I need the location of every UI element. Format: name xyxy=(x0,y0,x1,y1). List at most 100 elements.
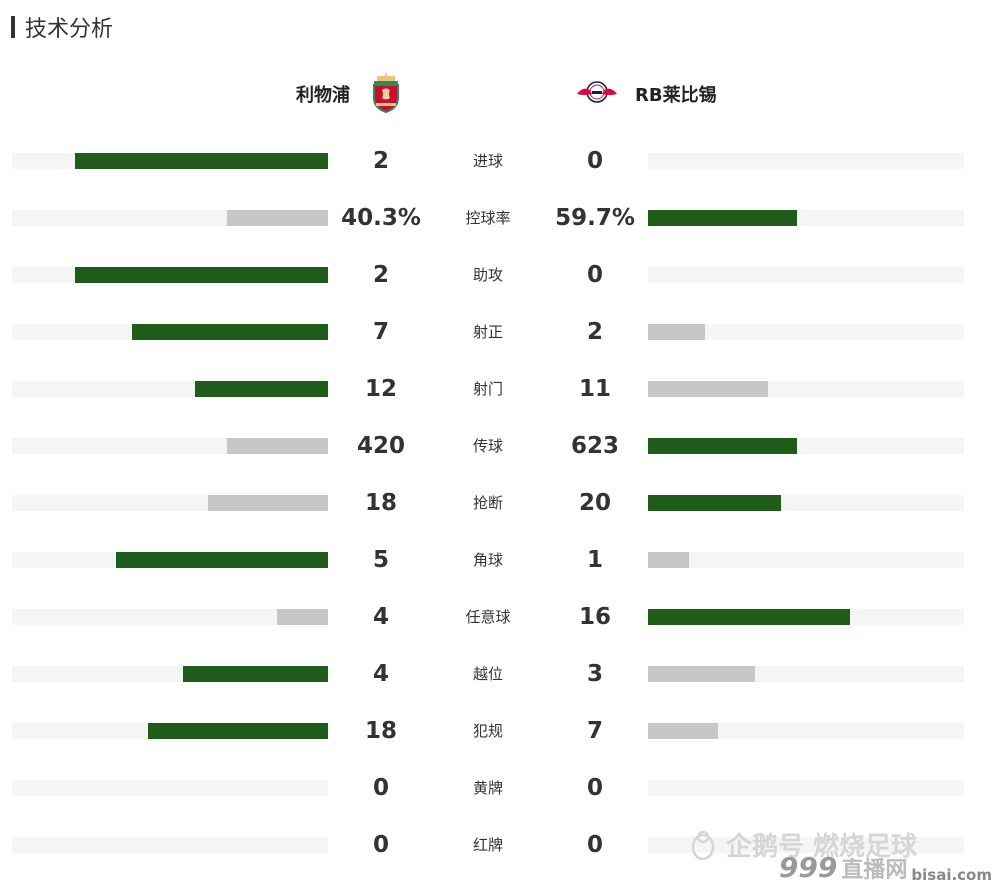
site-badge-text: 直播网 xyxy=(841,858,908,883)
away-bar-fill xyxy=(648,438,797,454)
stat-row: 0 红牌 0 xyxy=(0,830,1000,860)
away-bar-fill xyxy=(648,723,718,739)
home-bar-fill xyxy=(148,723,328,739)
away-stat-value: 0 xyxy=(586,775,603,801)
away-stat-value: 59.7% xyxy=(555,205,635,231)
away-stat-value: 7 xyxy=(586,718,603,744)
watermark-text: 企鹅号 燃烧足球 xyxy=(726,832,918,862)
away-stat-value: 0 xyxy=(586,148,603,174)
home-bar-track xyxy=(12,438,328,454)
home-bar-track xyxy=(12,324,328,340)
away-bar-track xyxy=(648,153,964,169)
home-stat-value: 2 xyxy=(372,262,389,288)
home-bar-fill xyxy=(116,552,328,568)
stat-row: 4 越位 3 xyxy=(0,659,1000,689)
home-stat-value: 420 xyxy=(356,433,405,459)
away-bar-track xyxy=(648,324,964,340)
stat-row: 40.3% 控球率 59.7% xyxy=(0,203,1000,233)
penguin-icon xyxy=(691,830,715,860)
home-bar-fill xyxy=(75,153,328,169)
home-stat-value: 7 xyxy=(372,319,389,345)
home-stat-value: 0 xyxy=(372,832,389,858)
section-title-bar xyxy=(11,16,15,38)
away-stat-value: 11 xyxy=(578,376,611,402)
home-team[interactable]: 利物浦 xyxy=(296,70,404,119)
home-bar-fill xyxy=(195,381,328,397)
stat-row: 5 角球 1 xyxy=(0,545,1000,575)
stat-label: 越位 xyxy=(472,665,503,683)
away-stat-value: 3 xyxy=(586,661,603,687)
home-stat-value: 18 xyxy=(364,718,397,744)
home-bar-track xyxy=(12,723,328,739)
away-stat-value: 20 xyxy=(578,490,611,516)
stat-label: 红牌 xyxy=(472,836,503,854)
home-team-name: 利物浦 xyxy=(296,85,350,106)
away-stat-value: 0 xyxy=(586,262,603,288)
home-stat-value: 12 xyxy=(364,376,397,402)
stat-label: 射门 xyxy=(472,380,503,398)
home-bar-fill xyxy=(132,324,328,340)
stat-row: 0 黄牌 0 xyxy=(0,773,1000,803)
stat-row: 420 传球 623 xyxy=(0,431,1000,461)
home-bar-fill xyxy=(208,495,328,511)
stat-row: 18 犯规 7 xyxy=(0,716,1000,746)
stat-row: 12 射门 11 xyxy=(0,374,1000,404)
home-bar-fill xyxy=(183,666,328,682)
away-bar-track xyxy=(648,267,964,283)
site-badge-domain: bisai.com xyxy=(911,866,992,884)
away-team[interactable]: RB莱比锡 xyxy=(575,72,717,116)
away-bar-track xyxy=(648,552,964,568)
home-bar-track xyxy=(12,210,328,226)
away-bar-fill xyxy=(648,324,705,340)
home-bar-fill xyxy=(277,609,328,625)
away-stat-value: 623 xyxy=(570,433,619,459)
stat-row: 7 射正 2 xyxy=(0,317,1000,347)
stat-row: 18 抢断 20 xyxy=(0,488,1000,518)
away-bar-fill xyxy=(648,609,850,625)
away-bar-fill xyxy=(648,210,797,226)
home-bar-track xyxy=(12,495,328,511)
away-bar-track xyxy=(648,381,964,397)
home-stat-value: 18 xyxy=(364,490,397,516)
liverpool-crest-icon xyxy=(368,70,404,119)
stat-label: 传球 xyxy=(472,437,503,455)
away-bar-fill xyxy=(648,666,755,682)
home-bar-track xyxy=(12,267,328,283)
away-bar-fill xyxy=(648,495,781,511)
section-header: 技术分析 xyxy=(11,14,113,42)
away-bar-fill xyxy=(648,552,689,568)
stat-row: 4 任意球 16 xyxy=(0,602,1000,632)
away-bar-track xyxy=(648,210,964,226)
home-stat-value: 2 xyxy=(372,148,389,174)
away-stat-value: 16 xyxy=(578,604,611,630)
home-stat-value: 40.3% xyxy=(341,205,421,231)
stat-label: 进球 xyxy=(472,152,503,170)
away-bar-track xyxy=(648,438,964,454)
site-badge: 999 直播网 bisai.com xyxy=(779,851,992,884)
rb-leipzig-crest-icon xyxy=(575,77,619,112)
home-bar-track xyxy=(12,381,328,397)
home-stat-value: 0 xyxy=(372,775,389,801)
away-stat-value: 1 xyxy=(586,547,603,573)
site-badge-number: 999 xyxy=(778,851,838,884)
stat-label: 控球率 xyxy=(465,209,511,227)
away-bar-track xyxy=(648,666,964,682)
stat-label: 任意球 xyxy=(465,608,511,626)
stat-label: 犯规 xyxy=(472,722,503,740)
away-bar-track xyxy=(648,837,964,853)
home-bar-fill xyxy=(227,210,328,226)
home-bar-track xyxy=(12,837,328,853)
away-stat-value: 0 xyxy=(586,832,603,858)
stat-label: 射正 xyxy=(472,323,503,341)
stat-label: 抢断 xyxy=(472,494,503,512)
away-bar-track xyxy=(648,780,964,796)
home-bar-track xyxy=(12,153,328,169)
home-bar-fill xyxy=(227,438,328,454)
stat-row: 2 助攻 0 xyxy=(0,260,1000,290)
stat-label: 助攻 xyxy=(472,266,503,284)
home-bar-fill xyxy=(75,267,328,283)
away-stat-value: 2 xyxy=(586,319,603,345)
away-bar-track xyxy=(648,495,964,511)
away-bar-track xyxy=(648,723,964,739)
stat-label: 角球 xyxy=(472,551,503,569)
